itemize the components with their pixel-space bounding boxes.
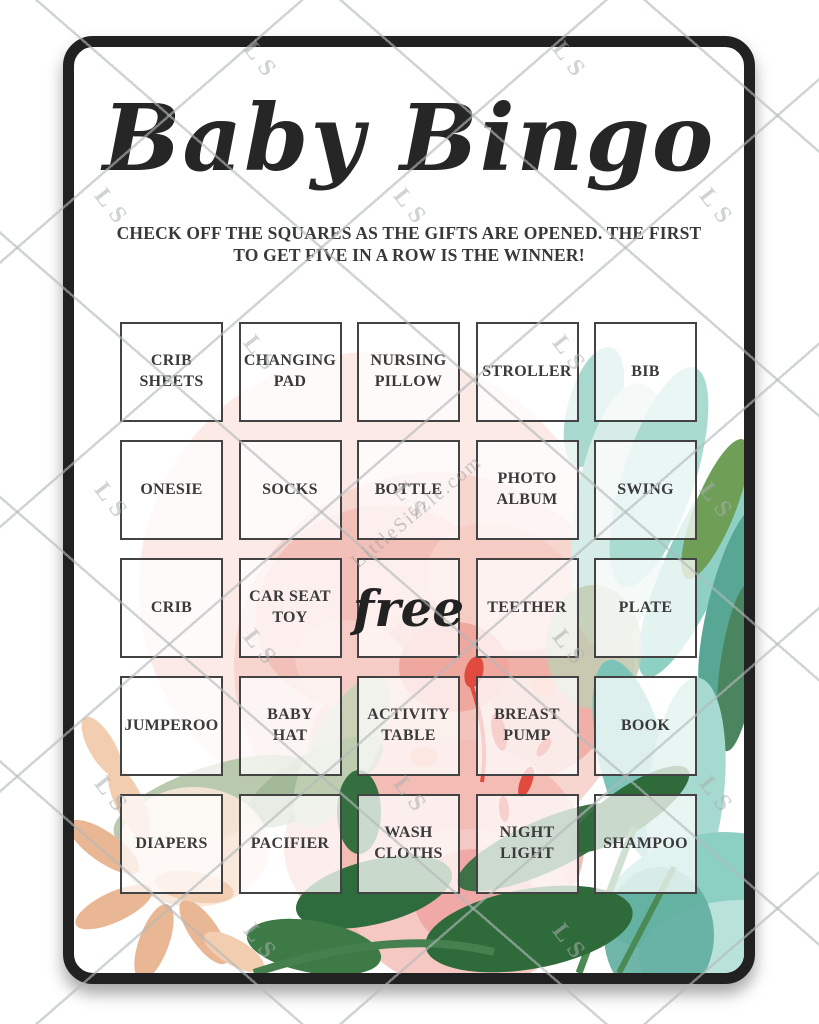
bingo-cell[interactable]: BIB xyxy=(594,322,697,422)
bingo-cell[interactable]: PLATE xyxy=(594,558,697,658)
bingo-cell[interactable]: TEETHER xyxy=(475,558,579,658)
bingo-cell[interactable]: ONESIE xyxy=(120,440,223,540)
bingo-cell[interactable]: SWING xyxy=(594,440,697,540)
bingo-cell[interactable]: NIGHT LIGHT xyxy=(475,794,579,894)
bingo-grid: CRIB SHEETS CHANGING PAD NURSING PILLOW STR… xyxy=(120,322,697,894)
bingo-cell[interactable]: CHANGING PAD xyxy=(238,322,342,422)
bingo-cell[interactable]: NURSING PILLOW xyxy=(357,322,460,422)
bingo-card: Baby Bingo CHECK OFF THE SQUARES AS THE … xyxy=(63,36,755,984)
bingo-cell[interactable]: SHAMPOO xyxy=(594,794,697,894)
bingo-cell[interactable]: ACTIVITY TABLE xyxy=(357,676,460,776)
free-cell[interactable]: free xyxy=(353,558,464,658)
bingo-cell[interactable]: CRIB SHEETS xyxy=(120,322,223,422)
page-title: Baby Bingo xyxy=(102,84,716,192)
bingo-cell[interactable]: PACIFIER xyxy=(238,794,342,894)
bingo-cell[interactable]: CAR SEAT TOY xyxy=(238,558,342,658)
bingo-cell[interactable]: JUMPEROO xyxy=(120,676,223,776)
bingo-cell[interactable]: SOCKS xyxy=(238,440,342,540)
bingo-cell[interactable]: STROLLER xyxy=(475,322,579,422)
bingo-cell[interactable]: DIAPERS xyxy=(120,794,223,894)
bingo-cell[interactable]: CRIB xyxy=(120,558,223,658)
instructions-text: CHECK OFF THE SQUARES AS THE GIFTS ARE O… xyxy=(116,223,702,265)
bingo-cell[interactable]: PHOTO ALBUM xyxy=(475,440,579,540)
bingo-cell[interactable]: BOOK xyxy=(594,676,697,776)
bingo-cell[interactable]: BOTTLE xyxy=(357,440,460,540)
bingo-cell[interactable]: WASH CLOTHS xyxy=(357,794,460,894)
bingo-cell[interactable]: BABY HAT xyxy=(238,676,342,776)
bingo-cell[interactable]: BREAST PUMP xyxy=(475,676,579,776)
